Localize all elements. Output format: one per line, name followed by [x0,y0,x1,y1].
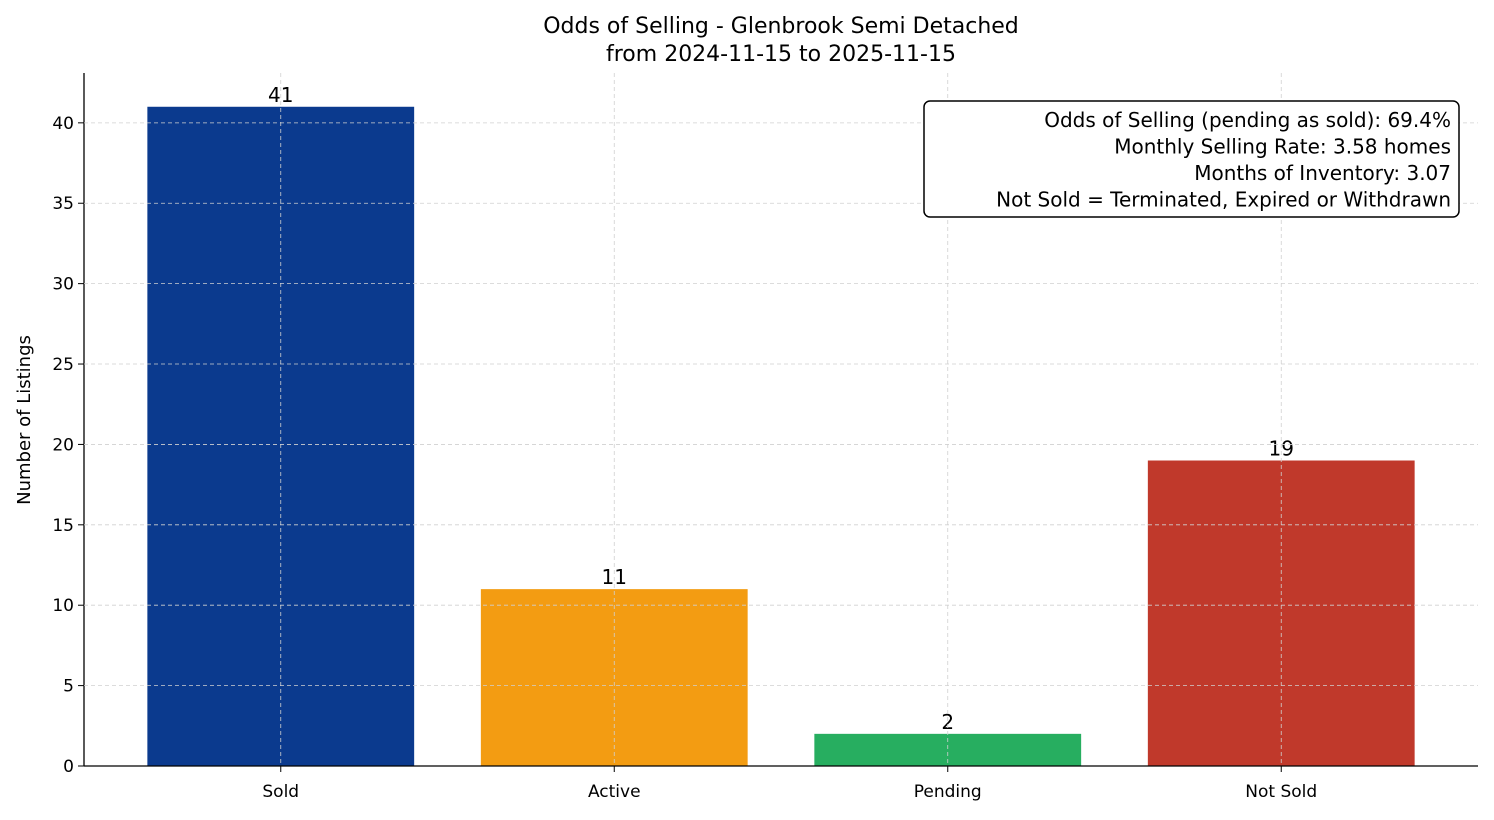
y-tick-label: 0 [63,757,74,777]
x-tick-label: Sold [262,782,299,802]
chart-subtitle: from 2024-11-15 to 2025-11-15 [606,42,956,67]
x-tick-label: Pending [914,782,982,802]
y-tick-label: 5 [63,677,74,697]
axes: 0 5 10 15 20 25 30 35 40 Sold Active Pending Not Sol… [52,73,1478,802]
x-tick-label: Active [588,782,641,802]
y-tick-label: 15 [52,516,74,536]
y-axis-label: Number of Listings [14,335,35,505]
annotation-line: Not Sold = Terminated, Expired or Withdr… [996,188,1451,212]
annotation-box: Odds of Selling (pending as sold): 69.4%… [923,100,1460,218]
y-tick-label: 25 [52,355,74,375]
y-tick-label: 30 [52,275,74,295]
x-tick-label: Not Sold [1245,782,1317,802]
annotation-frame [923,100,1460,218]
y-tick-label: 20 [52,435,74,455]
annotation-line: Monthly Selling Rate: 3.58 homes [1114,135,1451,159]
chart-title: Odds of Selling - Glenbrook Semi Detache… [543,14,1019,39]
annotation-line: Months of Inventory: 3.07 [1194,161,1451,185]
y-tick-label: 35 [52,194,74,214]
y-tick-label: 40 [52,114,74,134]
bar-sold [147,106,415,766]
grid [84,73,1478,766]
y-tick-label: 10 [52,596,74,616]
annotation-line: Odds of Selling (pending as sold): 69.4% [1044,108,1451,132]
data-label: 2 [941,710,954,734]
